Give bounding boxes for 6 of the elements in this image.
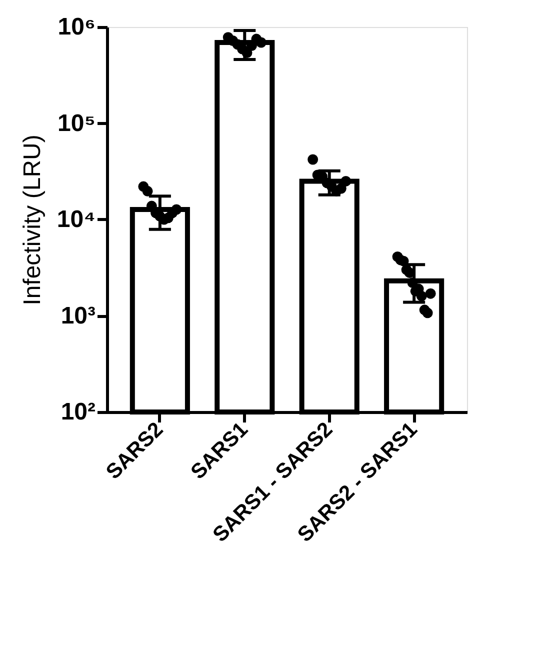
y-tick-label: 10²	[60, 398, 96, 426]
y-tick-label: 10³	[60, 302, 96, 330]
y-axis-title: Infectivity (LRU)	[18, 134, 46, 306]
y-tick-label: 10⁴	[56, 206, 96, 233]
y-tick-label: 10⁵	[58, 110, 96, 137]
y-tick-label: 10⁶	[58, 14, 96, 40]
